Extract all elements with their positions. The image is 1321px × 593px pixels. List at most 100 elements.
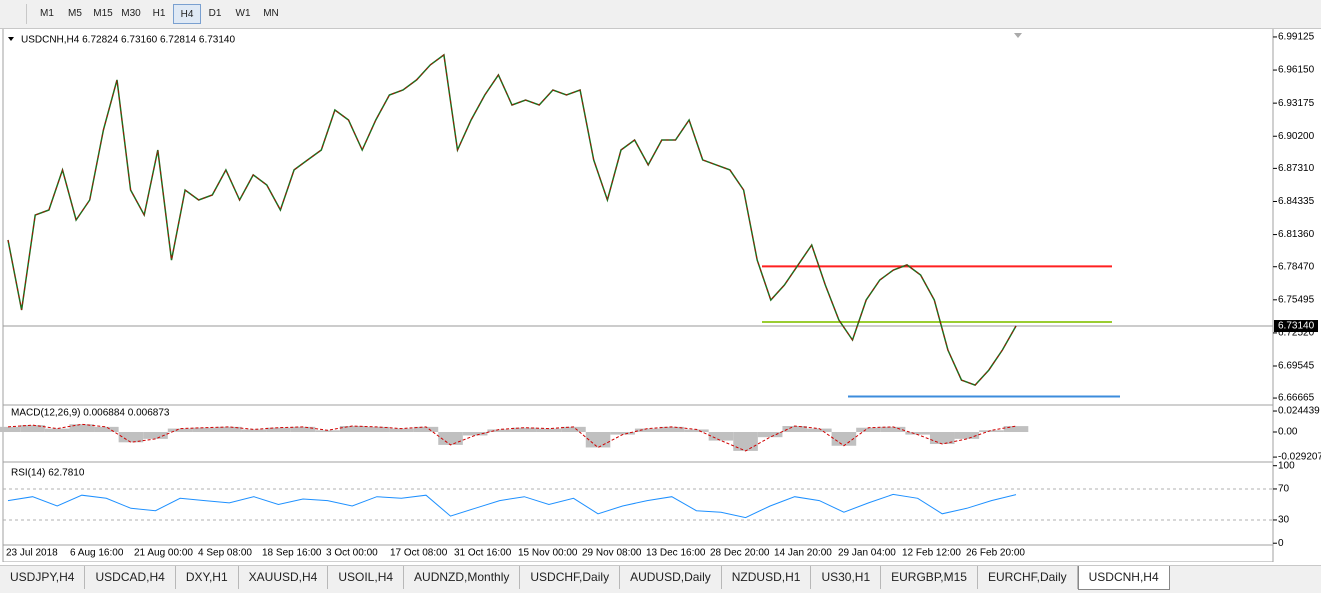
current-price-box (1274, 320, 1318, 333)
y-tick-label: 0.00 (1278, 427, 1298, 438)
chart-tab[interactable]: EURGBP,M15 (881, 566, 978, 589)
chart-tab[interactable]: USDCNH,H4 (1077, 566, 1170, 590)
x-tick-label: 23 Jul 2018 (6, 548, 58, 559)
chart-tab[interactable]: US30,H1 (811, 566, 882, 589)
macd-bar (290, 426, 316, 433)
macd-bar (831, 432, 857, 446)
y-tick-label: 6.96150 (1278, 65, 1315, 76)
x-tick-label: 3 Oct 00:00 (326, 548, 378, 559)
chart-tab[interactable]: USDCHF,Daily (520, 566, 621, 589)
y-tick-label: 6.81360 (1278, 229, 1315, 240)
y-tick-label: 6.99125 (1278, 32, 1315, 43)
timeframe-button[interactable]: D1 (208, 8, 222, 19)
y-tick-label: 100 (1278, 460, 1295, 471)
y-tick-label: -0.029207 (1278, 452, 1321, 463)
macd-bar (536, 428, 562, 433)
chart-tab[interactable]: NZDUSD,H1 (722, 566, 812, 589)
macd-bar (216, 426, 242, 433)
macd-bar (118, 432, 144, 443)
x-tick-label: 28 Dec 20:00 (710, 548, 770, 559)
rsi-label: RSI(14) 62.7810 (11, 468, 85, 479)
macd-bar (0, 426, 21, 433)
tab-spacer (1170, 566, 1321, 593)
x-tick-label: 26 Feb 20:00 (966, 548, 1025, 559)
timeframe-button[interactable]: H1 (152, 8, 166, 19)
x-tick-label: 31 Oct 16:00 (454, 548, 512, 559)
macd-bar (413, 426, 439, 433)
macd-bar (610, 432, 635, 435)
chart-tab[interactable]: XAUUSD,H4 (239, 566, 329, 589)
shift-marker (1014, 33, 1022, 38)
macd-bar (20, 425, 45, 433)
macd-bar (684, 429, 709, 433)
macd-bar (487, 429, 512, 433)
timeframe-button[interactable]: H4 (173, 4, 201, 24)
chart-tab[interactable]: DXY,H1 (176, 566, 239, 589)
macd-bar (880, 426, 906, 433)
x-tick-label: 14 Jan 20:00 (774, 548, 832, 559)
macd-bar (241, 429, 267, 433)
chart-tab[interactable]: AUDUSD,Daily (620, 566, 722, 589)
y-tick-label: 6.69545 (1278, 361, 1315, 372)
macd-signal (7, 423, 1017, 452)
macd-label: MACD(12,26,9) 0.006884 0.006873 (11, 408, 170, 419)
macd-bar (585, 432, 611, 448)
macd-bar (929, 432, 955, 445)
y-tick-label: 6.90200 (1278, 131, 1315, 142)
menu-arrow (8, 37, 14, 41)
macd-bar (462, 432, 488, 436)
macd-bar (69, 424, 95, 433)
x-tick-label: 12 Feb 12:00 (902, 548, 961, 559)
x-tick-label: 18 Sep 16:00 (262, 548, 322, 559)
timeframe-button[interactable]: M15 (93, 8, 113, 19)
chart-tab[interactable]: USOIL,H4 (328, 566, 405, 589)
timeframe-button[interactable]: W1 (235, 8, 251, 19)
macd-bar (634, 428, 660, 433)
y-tick-label: 6.84335 (1278, 196, 1315, 207)
timeframe-button[interactable]: M1 (40, 8, 54, 19)
y-tick-label: 6.66665 (1278, 393, 1315, 404)
macd-bar (733, 432, 758, 451)
y-tick-label: 6.72520 (1278, 328, 1315, 339)
macd-bar (44, 428, 70, 433)
macd-bar (266, 427, 291, 433)
macd-bar (807, 428, 832, 433)
y-tick-label: 6.93175 (1278, 98, 1315, 109)
chart-frame (2, 27, 1274, 562)
y-tick-label: 0.024439 (1278, 406, 1320, 417)
macd-bar (1003, 426, 1029, 433)
macd-bar (438, 432, 463, 445)
timeframe-button[interactable]: M30 (121, 8, 141, 19)
macd-bar (389, 428, 414, 433)
macd-bar (339, 426, 365, 433)
macd-bar (659, 426, 685, 433)
chart-tab[interactable]: AUDNZD,Monthly (404, 566, 521, 589)
symbol-label: USDCNH,H4 6.72824 6.73160 6.72814 6.7314… (21, 35, 235, 46)
timeframe-toolbar: M1 M5 M15 M30 H1 H4 D1 W1 MN (0, 0, 1321, 29)
y-tick-label: 0 (1278, 538, 1284, 549)
current-price-label: 6.73140 (1278, 321, 1315, 332)
timeframe-button[interactable]: MN (263, 8, 279, 19)
macd-bar (954, 432, 980, 439)
macd-bar (561, 426, 586, 433)
x-tick-label: 6 Aug 16:00 (70, 548, 124, 559)
timeframe-button[interactable]: M5 (68, 8, 82, 19)
y-tick-label: 30 (1278, 515, 1290, 526)
macd-bar (143, 432, 168, 439)
macd-bar (94, 426, 119, 433)
x-tick-label: 29 Jan 04:00 (838, 548, 896, 559)
x-tick-label: 17 Oct 08:00 (390, 548, 448, 559)
macd-bar (856, 427, 881, 433)
chart-tab[interactable]: USDCAD,H4 (85, 566, 176, 589)
x-tick-label: 29 Nov 08:00 (582, 548, 642, 559)
macd-bar (192, 427, 217, 433)
macd-bar (905, 432, 930, 435)
rsi-line (7, 493, 1017, 519)
x-tick-label: 4 Sep 08:00 (198, 548, 252, 559)
chart-tab[interactable]: EURCHF,Daily (978, 566, 1078, 589)
macd-bar (708, 432, 734, 441)
x-tick-label: 15 Nov 00:00 (518, 548, 578, 559)
chart-tab[interactable]: USDJPY,H4 (0, 566, 86, 589)
macd-bar (757, 432, 783, 438)
